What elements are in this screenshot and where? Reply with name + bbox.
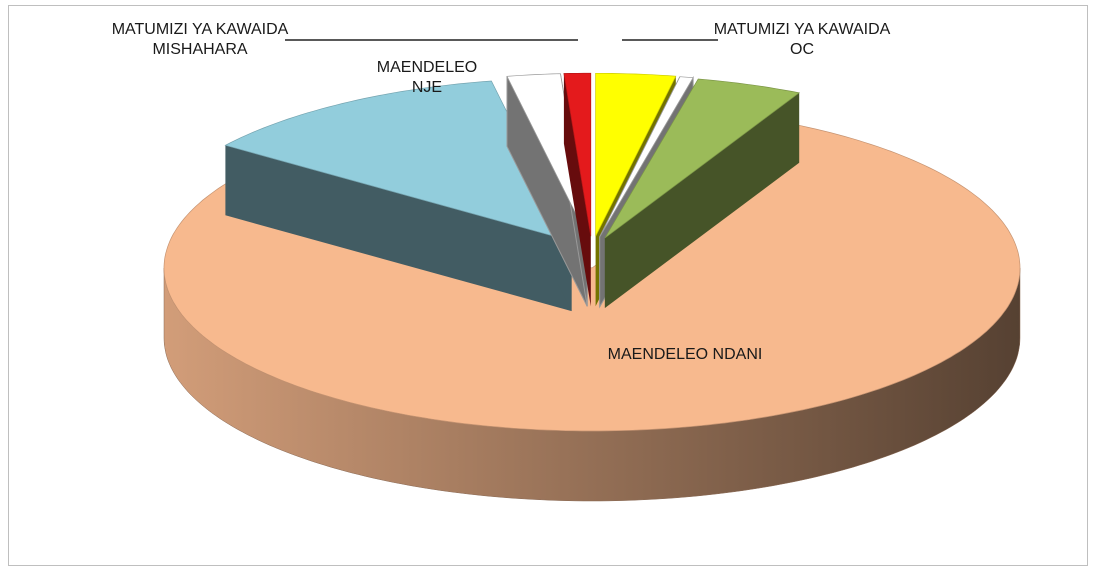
slice (604, 78, 801, 239)
slice (595, 72, 677, 237)
slice (506, 73, 588, 237)
slice-label: MAENDELEO NJE (376, 59, 478, 96)
slice (599, 76, 694, 237)
slice-label: MAENDELEO NDANI (607, 346, 763, 363)
slice-wall (563, 73, 591, 307)
slice (163, 122, 1021, 432)
slice-label: MATUMIZI YA KAWAIDA OC (713, 21, 891, 58)
slice (563, 72, 592, 237)
slice-wall (604, 92, 800, 308)
slice (224, 80, 573, 242)
slice-label: MATUMIZI YA KAWAIDA MISHAHARA (111, 21, 289, 58)
slice-wall (225, 145, 572, 312)
pie (163, 72, 1021, 502)
